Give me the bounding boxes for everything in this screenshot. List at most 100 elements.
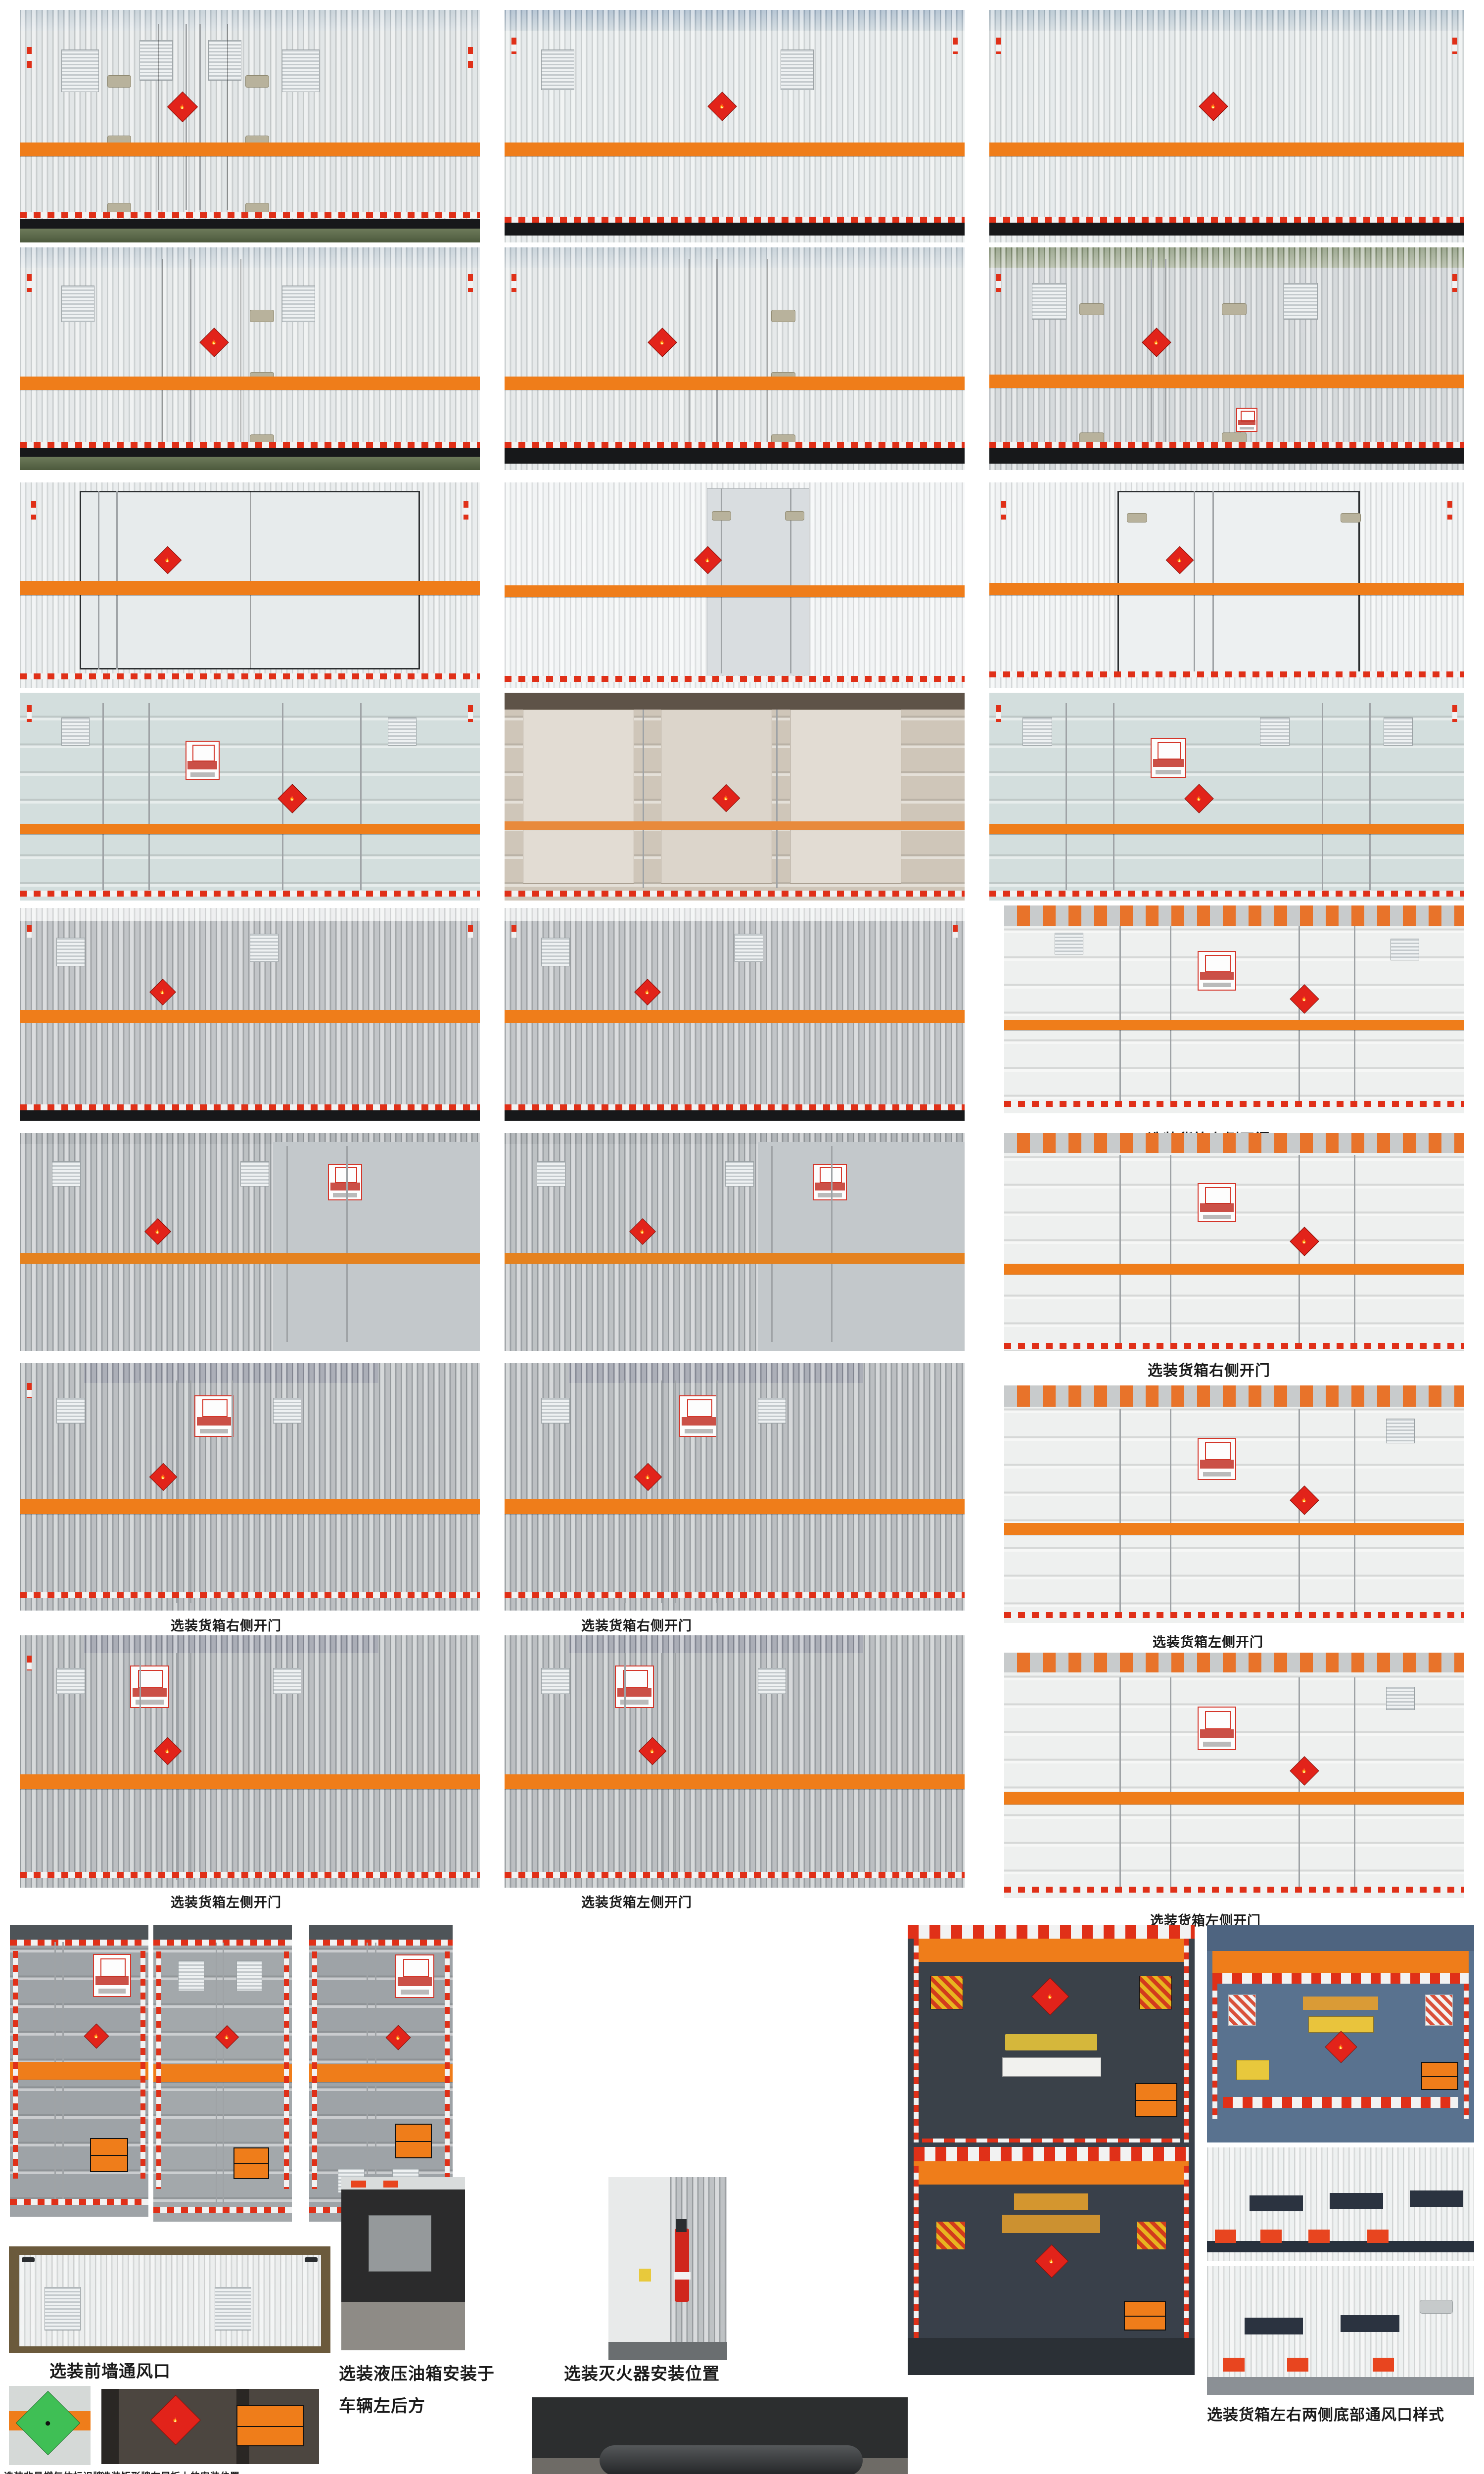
cylinder-rear-guard [599, 2445, 863, 2474]
photo-p11[interactable]: 🔥 [505, 693, 965, 901]
photo-p20[interactable]: 🔥 [505, 1363, 965, 1611]
photo-p22[interactable]: 🔥 [20, 1635, 480, 1888]
un-number-plate [1421, 2062, 1458, 2090]
caption-c3: 选装货箱右侧开门 [171, 1618, 281, 1634]
caption-c15: 车辆左后方 [339, 2396, 425, 2416]
photo-p08[interactable]: 🔥 [505, 482, 965, 688]
photo-p09[interactable]: 🔥 [989, 482, 1464, 688]
photo-p27[interactable]: 🔥 [309, 1925, 453, 2222]
un-number-plate [90, 2138, 129, 2172]
caption-c14: 选装液压油箱安装于 [339, 2364, 495, 2384]
hazard-diamond-icon: 🔥 [1034, 2244, 1068, 2279]
tailgate-brand-sticker [1002, 2057, 1101, 2077]
hazard-diamond-icon: 🔥 [1325, 2031, 1357, 2063]
caption-c13: 选装矩形牌在尾板上的安装位置 [101, 2469, 240, 2474]
un-number-plate [233, 2147, 269, 2179]
photo-p16[interactable]: 🔥 [20, 1133, 480, 1351]
photo-p41[interactable] [532, 2397, 908, 2474]
warning-5m-sign [1236, 2059, 1270, 2081]
un-number-plate [1135, 2083, 1178, 2118]
photo-p05[interactable]: 🔥 [505, 247, 965, 470]
brand-plate [130, 1665, 169, 1708]
brand-plate [328, 1163, 363, 1200]
bottom-vent [1410, 2190, 1464, 2207]
photo-p33[interactable] [341, 2177, 465, 2350]
photo-p03[interactable]: 🔥 [989, 10, 1464, 242]
chevron-marker [1228, 1994, 1256, 2026]
brand-plate [1197, 1706, 1236, 1751]
photo-p18[interactable]: 🔥 [1004, 1133, 1464, 1351]
photo-p13[interactable]: 🔥 [20, 908, 480, 1121]
photo-p06[interactable]: 🔥 [989, 247, 1464, 470]
photo-p31[interactable] [1207, 2147, 1474, 2261]
photo-p35[interactable]: ⬤ [9, 2386, 91, 2465]
brand-plate [1197, 951, 1236, 991]
brand-plate [615, 1665, 654, 1708]
brand-plate [1197, 1183, 1236, 1222]
brand-plate [395, 1954, 435, 1998]
photo-p37[interactable] [1207, 2266, 1474, 2395]
photo-p25[interactable]: 🔥 [10, 1925, 148, 2217]
brand-plate [679, 1395, 718, 1437]
fire-extinguisher [675, 2228, 690, 2302]
photo-p14[interactable]: 🔥 [505, 908, 965, 1121]
hazard-diamond-icon: 🔥 [1031, 1977, 1069, 2015]
brand-text-caro [1014, 2193, 1089, 2210]
chevron-marker [1425, 1994, 1453, 2026]
photo-p30[interactable]: 🔥 [908, 2142, 1195, 2375]
photo-p01[interactable]: 🔥 [20, 10, 480, 242]
caption-c5: 选装货箱右侧开门 [581, 1618, 692, 1634]
chevron-marker [1137, 2221, 1166, 2250]
bottom-vent [1250, 2195, 1303, 2211]
brand-text-caro-cn [1002, 2214, 1100, 2234]
non-flammable-gas-diamond-icon: ⬤ [15, 2390, 81, 2455]
hinge [1420, 2299, 1453, 2314]
photo-p36[interactable]: 🔥 [101, 2389, 319, 2464]
photo-p04[interactable]: 🔥 [20, 247, 480, 470]
photo-p19[interactable]: 🔥 [20, 1363, 480, 1611]
photo-p12[interactable]: 🔥 [989, 693, 1464, 901]
photo-p21[interactable]: 🔥 [1004, 1385, 1464, 1623]
photo-p07[interactable]: 🔥 [20, 482, 480, 688]
brand-plate [1197, 1437, 1236, 1480]
chevron-marker [936, 2221, 965, 2250]
caption-c4: 选装货箱左侧开门 [1153, 1635, 1263, 1650]
photo-p28[interactable]: 🔥 [908, 1925, 1195, 2157]
photo-p29[interactable]: 🔥 [1207, 1925, 1474, 2142]
un-number-plate [395, 2124, 432, 2158]
photo-p24[interactable]: 🔥 [1004, 1653, 1464, 1898]
bottom-vent [1244, 2318, 1303, 2334]
caption-c9: 选装货箱左侧开门 [581, 1895, 692, 1910]
brand-text-jinniu [1005, 2034, 1097, 2050]
bottom-vent [1341, 2315, 1399, 2332]
photo-p26[interactable]: 🔥 [153, 1925, 292, 2222]
photo-p17[interactable]: 🔥 [505, 1133, 965, 1351]
brand-plate [185, 740, 220, 780]
tailgate-brand-sticker [1308, 2016, 1374, 2033]
caption-c8: 选装货箱左侧开门 [171, 1895, 281, 1910]
photo-p15[interactable]: 🔥 [1004, 905, 1464, 1113]
brand-plate [1151, 738, 1186, 778]
caption-c16: 选装灭火器安装位置 [564, 2364, 720, 2384]
un-number-plate [1123, 2300, 1166, 2331]
photo-p02[interactable]: 🔥 [505, 10, 965, 242]
caption-c2: 选装货箱右侧开门 [1148, 1362, 1270, 1380]
chevron-marker [930, 1976, 964, 2010]
bottom-vent [1330, 2193, 1384, 2209]
hazard-diamond-icon: 🔥 [150, 2395, 201, 2446]
chevron-marker [1139, 1976, 1172, 2010]
brand-plate [813, 1163, 847, 1200]
brand-plate [93, 1954, 131, 1997]
brand-plate [1236, 408, 1257, 432]
caption-c17: 选装货箱左右两侧底部通风口样式 [1207, 2406, 1444, 2424]
hydraulic-oil-tank [369, 2215, 431, 2272]
photo-p34[interactable] [608, 2177, 727, 2360]
photo-p23[interactable]: 🔥 [505, 1635, 965, 1888]
photo-p10[interactable]: 🔥 [20, 693, 480, 901]
un-number-plate [236, 2405, 304, 2447]
caption-c11: 选装前墙通风口 [49, 2362, 171, 2381]
photo-p32[interactable] [9, 2246, 330, 2353]
brand-text-loadtec [1303, 1997, 1378, 2010]
caption-c12: 选装非易燃气体标识牌 [4, 2469, 103, 2474]
